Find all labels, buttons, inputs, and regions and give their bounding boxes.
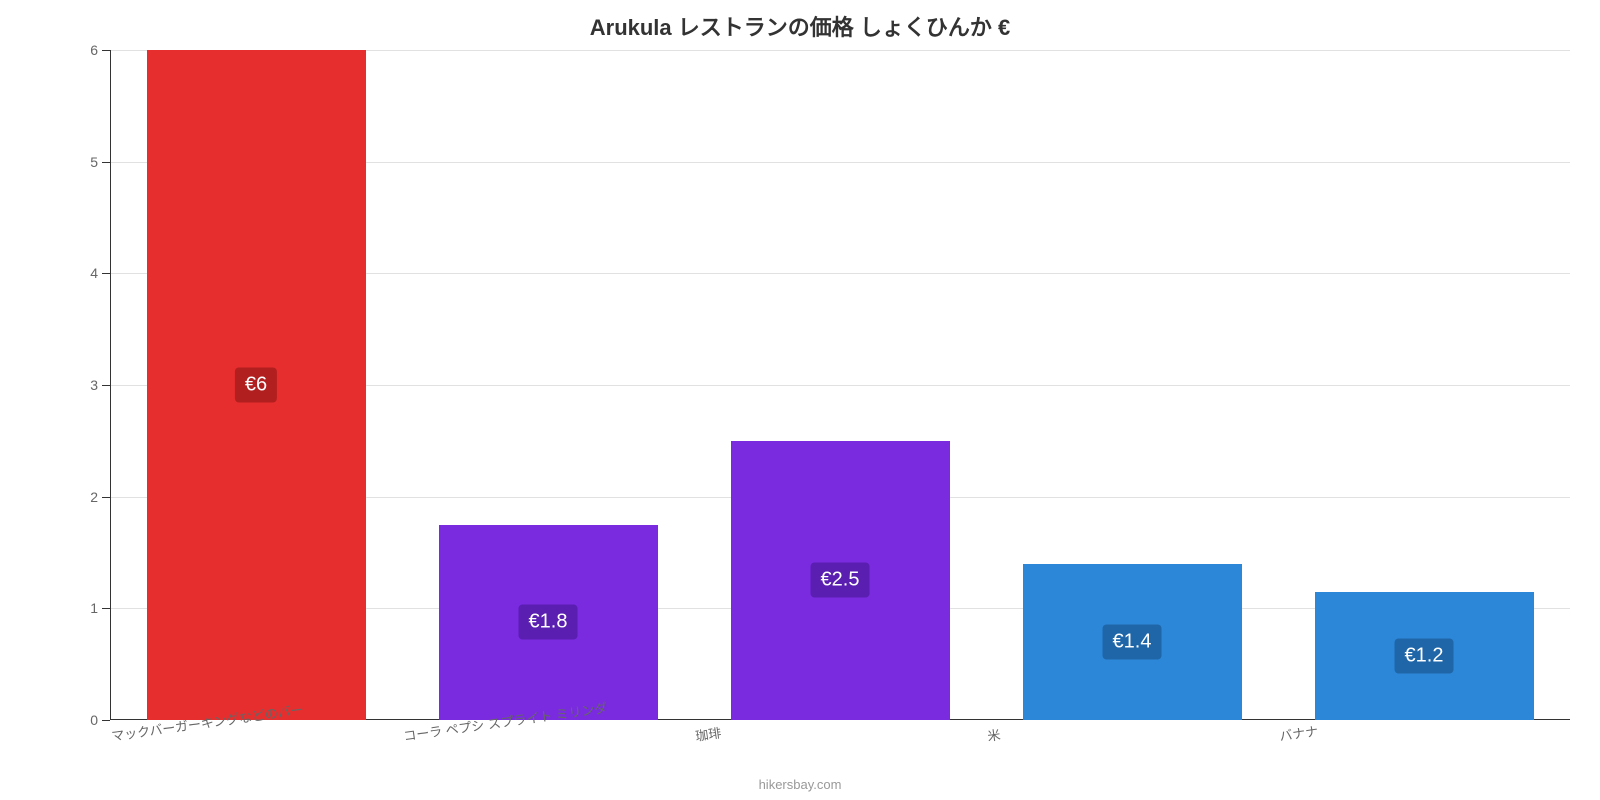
price-bar-chart: Arukula レストランの価格 しょくひんか € 0 1 2 3 4 5 6 €6 €1.8… [0, 0, 1600, 800]
y-tick-label: 3 [90, 377, 110, 393]
bar: €1.8 [439, 525, 658, 720]
attribution-text: hikersbay.com [0, 777, 1600, 792]
bar: €1.2 [1315, 592, 1534, 720]
x-tick-label: 珈琲 [694, 722, 722, 744]
x-tick-label: バナナ [1278, 721, 1319, 745]
y-tick-label: 6 [90, 42, 110, 58]
bar: €2.5 [731, 441, 950, 720]
bar: €1.4 [1023, 564, 1242, 720]
y-tick-label: 1 [90, 600, 110, 616]
bar-value-label: €1.8 [519, 605, 578, 640]
y-tick-label: 2 [90, 489, 110, 505]
plot-area: 0123456 €6€1.8€2.5€1.4€1.2 マックバーガーキングなどの… [110, 50, 1570, 720]
bar-value-label: €1.4 [1103, 624, 1162, 659]
x-tick-label: 米 [986, 724, 1002, 745]
chart-title: Arukula レストランの価格 しょくひんか € [0, 10, 1600, 42]
y-tick-label: 0 [90, 712, 110, 728]
bar: €6 [147, 50, 366, 720]
y-tick-label: 4 [90, 265, 110, 281]
bar-value-label: €2.5 [811, 563, 870, 598]
y-tick-label: 5 [90, 154, 110, 170]
bar-value-label: €6 [235, 368, 277, 403]
bar-value-label: €1.2 [1395, 638, 1454, 673]
